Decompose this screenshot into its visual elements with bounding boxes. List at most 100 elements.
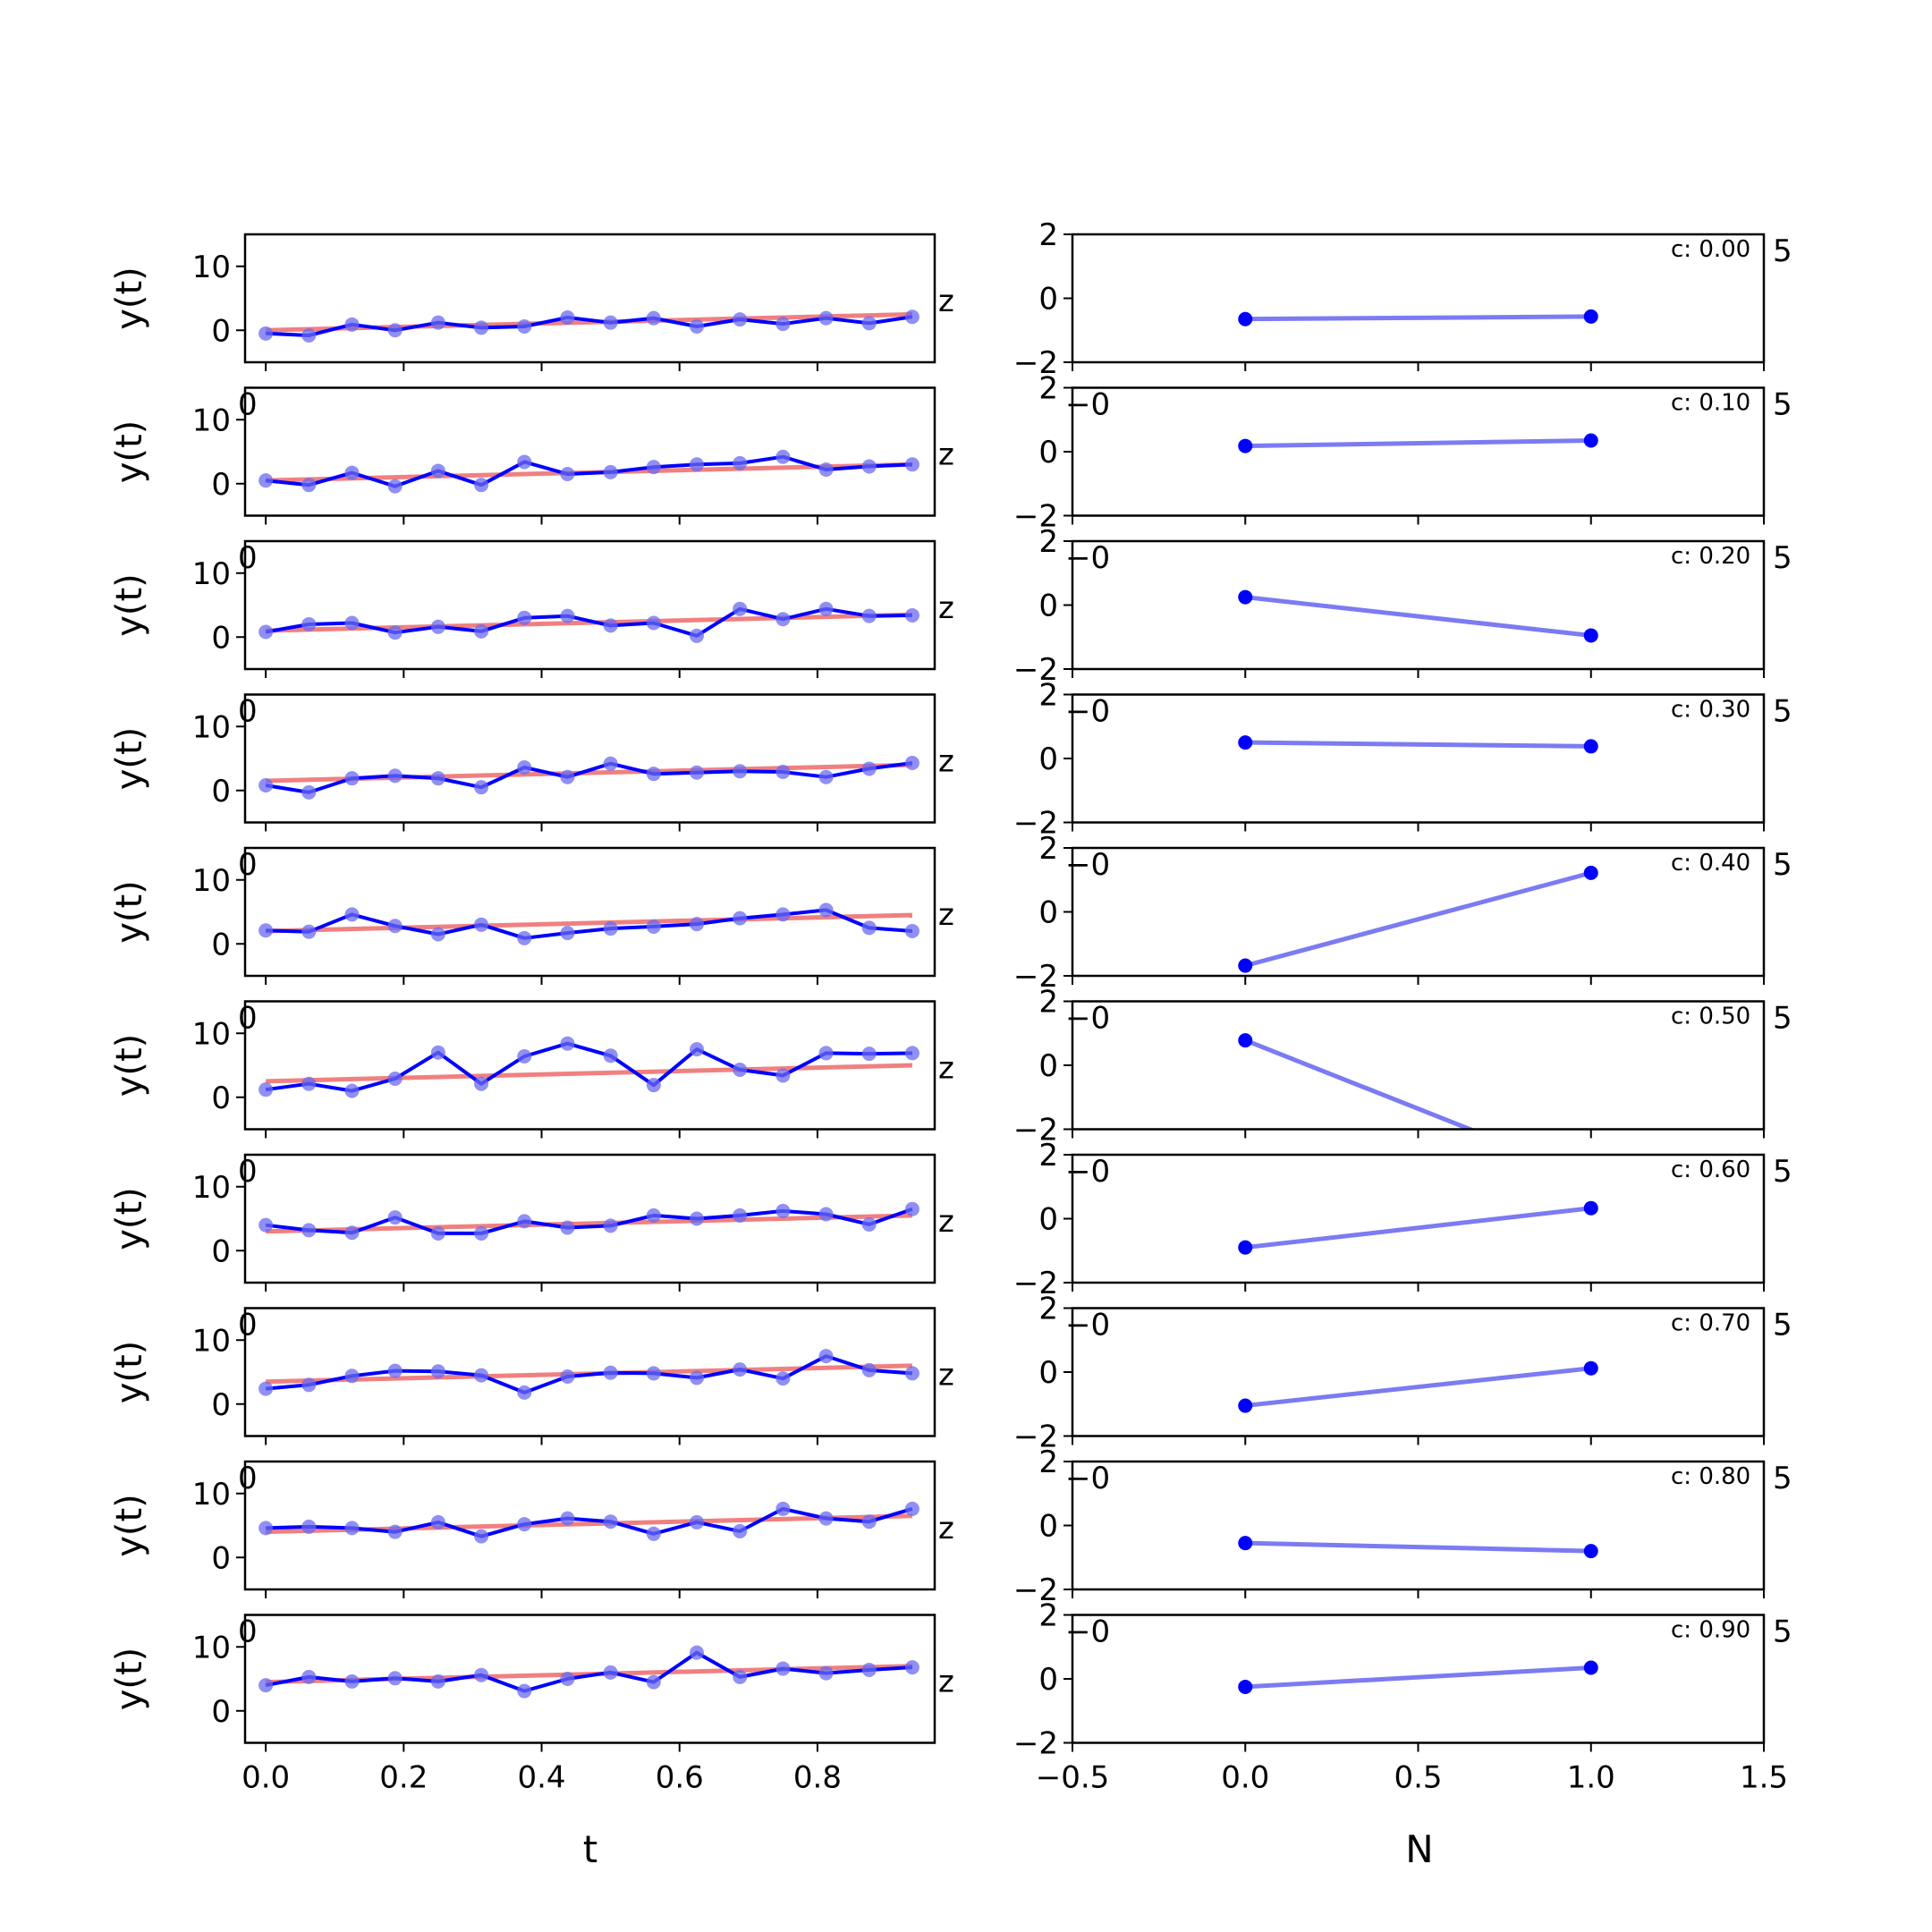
left-panel-0-data-point-2 [344, 317, 360, 332]
left-panel-7-ghost-right-glyph: z [938, 1358, 954, 1394]
right-panel-9-ghost-right-glyph: 5 [1773, 1614, 1792, 1650]
left-panel-8-ghost-right-glyph: z [938, 1511, 954, 1546]
left-panel-6-data-point-11 [733, 1208, 748, 1223]
right-panel-2-annotation: c: 0.20 [1671, 543, 1750, 570]
left-panel-6-data-point-8 [603, 1218, 618, 1233]
right-panel-4-ytick-label-2: 2 [1038, 831, 1058, 867]
right-panel-8-plot-area [1238, 1536, 1598, 1559]
left-panel-6-data-point-6 [517, 1214, 532, 1229]
left-panel-4-data-point-10 [690, 917, 705, 932]
left-panel-7-data-point-0 [258, 1381, 274, 1396]
left-panel-7-data-point-12 [775, 1371, 791, 1386]
left-panel-0-ytick-label-0: 0 [211, 313, 231, 349]
left-xtick-label-3: 0.6 [656, 1760, 704, 1796]
left-panel-1-data-point-9 [646, 460, 661, 475]
left-panel-9-data-point-12 [775, 1661, 791, 1676]
left-panel-4-data-point-14 [861, 920, 877, 936]
left-panel-5-fit-line [266, 1063, 913, 1084]
left-panel-9-data-point-9 [646, 1674, 661, 1690]
left-panel-7-data-point-11 [733, 1362, 748, 1377]
left-panel-5-data-point-3 [387, 1072, 402, 1087]
left-panel-6-data-point-15 [904, 1201, 919, 1216]
left-panel-3-plot-area [258, 756, 919, 800]
left-panel-0-frame [243, 233, 936, 364]
right-panel-7-ytick-label-2: 2 [1038, 1292, 1058, 1327]
left-panel-8-data-point-14 [861, 1514, 877, 1530]
right-panel-1-plot-area [1238, 433, 1598, 453]
right-panel-1-ytick-label-1: 0 [1038, 435, 1058, 470]
right-panel-6-n-point-1 [1583, 1200, 1598, 1216]
right-panel-0: 5 −2 0 2 c: 0.00 [1013, 217, 1792, 381]
left-panel-4-data-point-9 [646, 919, 661, 934]
left-panel-column: z010y(t)0z010y(t)0z010y(t)0z010y(t)0z010… [109, 233, 954, 1796]
left-panel-6-data-point-7 [560, 1220, 575, 1235]
left-panel-7-data-point-7 [560, 1369, 575, 1385]
left-panel-8-data-point-12 [775, 1501, 791, 1516]
left-panel-8-ytick-label-0: 0 [211, 1540, 231, 1576]
right-panel-0-ghost-right-glyph: 5 [1773, 233, 1792, 269]
right-panel-4-ytick-label-0: −2 [1013, 959, 1058, 995]
right-panel-3-n-line [1245, 740, 1591, 749]
right-panel-5: −0 5−202 c: 0.50 [1013, 985, 1792, 1148]
left-panel-8-data-line [266, 1506, 913, 1538]
right-panel-8-ytick-label-0: −2 [1013, 1572, 1058, 1608]
right-panel-9-plot-area [1238, 1660, 1598, 1694]
left-panel-8-plot-area [258, 1501, 919, 1544]
left-panel-8-data-point-1 [301, 1519, 317, 1534]
right-panel-7-n-line [1245, 1366, 1592, 1408]
right-panel-4-plot-area [1238, 865, 1598, 973]
right-panel-0-ytick-label-0: −2 [1013, 345, 1058, 381]
left-panel-5-data-point-15 [904, 1046, 919, 1061]
left-panel-3-data-point-2 [344, 771, 360, 786]
left-panel-4-data-point-5 [474, 917, 489, 932]
right-panel-6-ytick-label-1: 0 [1038, 1202, 1058, 1238]
right-panel-3-frame [1071, 693, 1766, 824]
right-panel-9-n-point-0 [1238, 1679, 1253, 1694]
right-panel-5-ghost-right-glyph: 5 [1773, 1001, 1792, 1037]
left-panel-3-data-point-14 [861, 761, 877, 776]
left-panel-3-ytick-label-1: 10 [192, 709, 231, 745]
left-panel-9-data-point-11 [733, 1669, 748, 1684]
left-panel-4-plot-area [258, 902, 919, 945]
right-panel-6-annotation: c: 0.60 [1671, 1157, 1750, 1183]
left-xtick-label-4: 0.8 [793, 1760, 842, 1796]
left-panel-7-data-point-8 [603, 1365, 618, 1380]
left-panel-2-ghost-right-glyph: z [938, 590, 954, 626]
left-panel-0-data-point-1 [301, 327, 317, 343]
left-panel-0-y-axis-label: y(t) [109, 267, 150, 330]
right-panel-0-frame [1071, 233, 1766, 364]
left-panel-2-data-point-4 [430, 619, 445, 634]
left-panel-9-data-line [265, 1650, 913, 1693]
left-panel-0-plot-area [258, 309, 919, 343]
left-panel-3-data-point-6 [517, 760, 532, 775]
left-panel-0-data-point-6 [517, 318, 532, 334]
right-panel-8-frame [1071, 1460, 1766, 1591]
left-panel-7-ytick-label-1: 10 [192, 1323, 231, 1359]
left-panel-8-data-point-4 [430, 1514, 445, 1530]
left-panel-5-ytick-label-0: 0 [211, 1080, 231, 1116]
left-panel-3-ytick-label-0: 0 [211, 774, 231, 809]
right-panel-5-n-line [1244, 1038, 1477, 1130]
left-xtick-label-2: 0.4 [517, 1760, 565, 1796]
right-panel-0-n-line [1245, 314, 1591, 322]
left-panel-0-data-point-11 [733, 312, 748, 327]
right-panel-7-ytick-label-0: −2 [1013, 1419, 1058, 1455]
right-panel-0-n-point-0 [1238, 311, 1253, 326]
right-panel-5-ytick-label-2: 2 [1038, 985, 1058, 1021]
left-panel-2-ghost-left-glyph: 0 [238, 540, 258, 576]
left-panel-9-data-point-8 [603, 1665, 618, 1680]
left-panel-0-data-line [266, 315, 913, 337]
left-panel-5-data-point-5 [474, 1076, 489, 1091]
left-panel-5-data-line [265, 1041, 912, 1093]
right-panel-9-annotation: c: 0.90 [1671, 1617, 1750, 1644]
right-xtick-label-1: 0.0 [1221, 1760, 1269, 1796]
left-panel-7-data-point-5 [474, 1368, 489, 1383]
right-panel-9-ytick-label-2: 2 [1038, 1598, 1058, 1634]
right-panel-5-n-point-0 [1238, 1033, 1253, 1048]
left-panel-6-data-point-4 [430, 1225, 445, 1241]
left-panel-3-data-point-13 [818, 769, 834, 784]
right-panel-1-ytick-label-2: 2 [1038, 371, 1058, 407]
